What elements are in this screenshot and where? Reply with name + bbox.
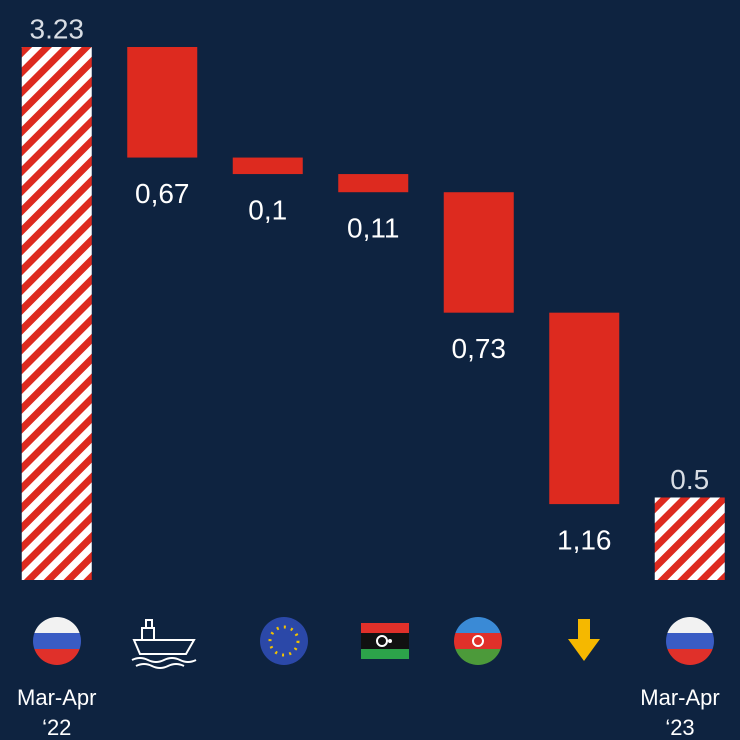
down-arrow <box>568 619 600 661</box>
bar <box>549 312 620 505</box>
libya-flag <box>361 623 409 659</box>
value-label: 0.5 <box>670 464 709 495</box>
azerbaijan-flag <box>454 617 502 665</box>
bar <box>654 497 725 580</box>
bar <box>232 157 303 175</box>
value-label: 1,16 <box>557 524 612 555</box>
eu-flag <box>260 617 308 665</box>
bar <box>443 192 514 313</box>
value-label: 0,1 <box>248 194 287 225</box>
value-label: 3.23 <box>30 13 85 44</box>
bar <box>127 47 198 158</box>
x-tick-label: Mar-Apr ‘22 <box>17 685 97 740</box>
bar <box>338 174 409 193</box>
value-label: 0,67 <box>135 178 190 209</box>
bar <box>21 47 92 580</box>
value-label: 0,73 <box>452 333 507 364</box>
russia-flag <box>33 617 81 665</box>
ship-icon <box>131 619 197 669</box>
x-tick-label: Mar-Apr ‘23 <box>640 685 720 740</box>
russia-flag <box>666 617 714 665</box>
value-label: 0,11 <box>347 213 399 244</box>
icons <box>33 617 714 669</box>
